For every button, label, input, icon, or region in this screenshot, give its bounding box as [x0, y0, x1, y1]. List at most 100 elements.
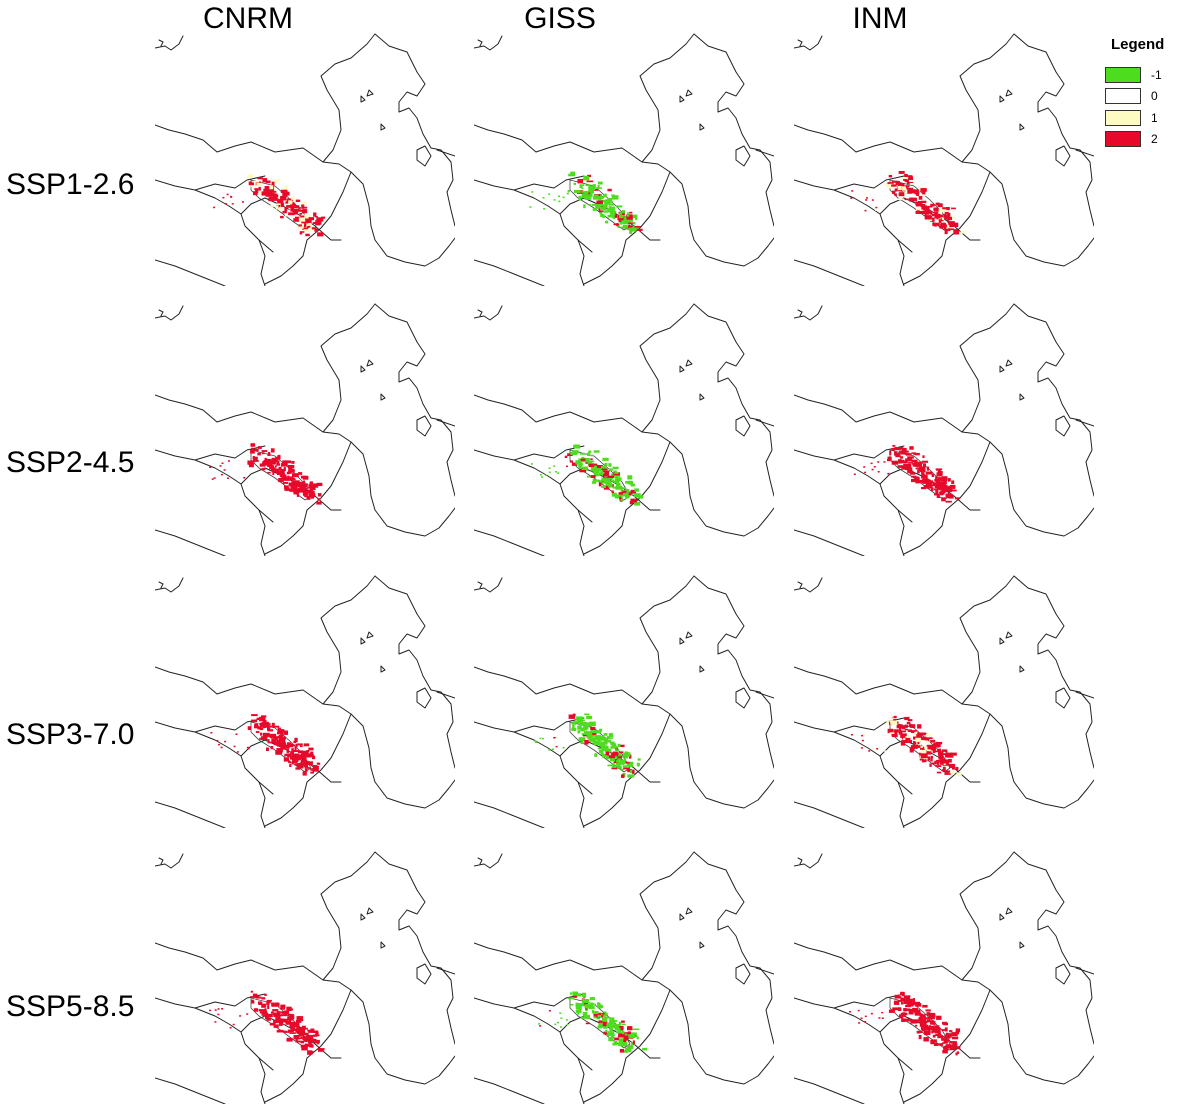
suitability-patch: [920, 746, 923, 748]
suitability-patch: [609, 212, 615, 217]
map-panel: [474, 572, 774, 828]
coastline: [477, 581, 483, 589]
suitability-patch: [535, 741, 538, 744]
coastline: [794, 449, 913, 523]
suitability-patch: [288, 469, 292, 474]
suitability-patch: [284, 208, 288, 212]
suitability-patch: [607, 188, 612, 192]
suitability-patch: [622, 1023, 626, 1026]
suitability-patch: [916, 745, 921, 748]
suitability-patch: [269, 734, 275, 738]
suitability-patch: [620, 221, 627, 224]
suitability-patch: [304, 768, 308, 772]
suitability-patch: [861, 734, 864, 737]
suitability-patch: [902, 730, 906, 733]
suitability-patch: [577, 720, 583, 724]
suitability-patch: [260, 732, 263, 736]
suitability-patch: [285, 1021, 288, 1024]
suitability-patch: [293, 218, 300, 222]
suitability-patches: [853, 445, 960, 503]
suitability-patch: [214, 1009, 217, 1011]
suitability-patch: [613, 754, 618, 759]
coastline-group: [794, 303, 1094, 556]
coastline: [474, 529, 545, 556]
suitability-patch: [248, 462, 254, 468]
suitability-patch: [924, 746, 928, 751]
suitability-patch: [294, 210, 299, 213]
suitability-patch: [956, 1051, 960, 1054]
suitability-patch: [877, 461, 880, 463]
suitability-patch: [625, 225, 632, 228]
suitability-patch: [316, 1042, 319, 1045]
suitability-patch: [904, 728, 909, 731]
suitability-patch: [292, 205, 300, 209]
suitability-patch: [603, 1011, 607, 1015]
suitability-patch: [870, 462, 873, 465]
suitability-patch: [289, 488, 296, 492]
suitability-patch: [866, 197, 868, 199]
suitability-patch: [265, 1015, 269, 1019]
suitability-patch: [613, 210, 617, 213]
suitability-patch: [633, 493, 641, 498]
coastline: [959, 33, 1015, 163]
coastline: [1005, 359, 1013, 367]
coastline-group: [474, 303, 774, 556]
suitability-patch: [290, 486, 297, 489]
suitability-patch: [295, 743, 298, 747]
suitability-patch: [891, 184, 897, 187]
suitability-patch: [595, 205, 598, 209]
suitability-patch: [945, 1033, 952, 1038]
map-svg: [794, 575, 1094, 828]
suitability-patch: [884, 183, 888, 186]
suitability-patch: [308, 219, 312, 224]
suitability-patch: [611, 752, 614, 757]
suitability-patch: [309, 226, 314, 231]
suitability-patch: [920, 736, 927, 740]
suitability-patch: [921, 759, 925, 763]
coastline: [1005, 89, 1013, 97]
suitability-patch: [900, 991, 904, 996]
coastline: [693, 851, 774, 1045]
suitability-patch: [920, 749, 927, 754]
coastline: [755, 691, 774, 699]
suitability-patch: [261, 715, 267, 718]
suitability-patch: [310, 1028, 315, 1031]
suitability-patch: [294, 483, 301, 487]
coastline: [959, 303, 1015, 433]
suitability-patch: [945, 1044, 950, 1048]
suitability-patch: [938, 219, 942, 224]
suitability-patch: [278, 728, 281, 733]
suitability-patch: [603, 194, 606, 198]
coastline: [416, 145, 432, 167]
suitability-patch: [606, 755, 610, 760]
suitability-patch: [627, 1031, 631, 1035]
suitability-patch: [312, 755, 316, 760]
suitability-patch: [913, 1020, 919, 1023]
suitability-patch: [921, 460, 929, 463]
suitability-patch: [231, 203, 234, 205]
suitability-patch: [611, 1018, 615, 1022]
suitability-patch: [618, 1038, 624, 1043]
suitability-patch: [937, 203, 943, 208]
suitability-patch: [276, 463, 280, 466]
suitability-patch: [264, 993, 267, 996]
suitability-patch: [595, 187, 602, 189]
suitability-patch: [295, 767, 301, 770]
suitability-patch: [901, 1018, 906, 1022]
coastline: [436, 691, 455, 699]
suitability-patch: [938, 470, 942, 475]
suitability-patch: [905, 1004, 911, 1008]
suitability-patch: [276, 460, 280, 465]
suitability-patch: [586, 715, 592, 719]
suitability-patch: [924, 213, 927, 216]
suitability-patch: [310, 771, 314, 774]
suitability-patch: [897, 182, 903, 187]
suitability-patch: [285, 201, 289, 204]
suitability-patch: [930, 1015, 935, 1020]
suitability-patch: [312, 1031, 316, 1033]
coastline: [474, 305, 503, 321]
suitability-patch: [270, 746, 274, 750]
suitability-patch: [304, 223, 307, 227]
suitability-patch: [295, 1028, 299, 1033]
coastline: [366, 359, 374, 367]
